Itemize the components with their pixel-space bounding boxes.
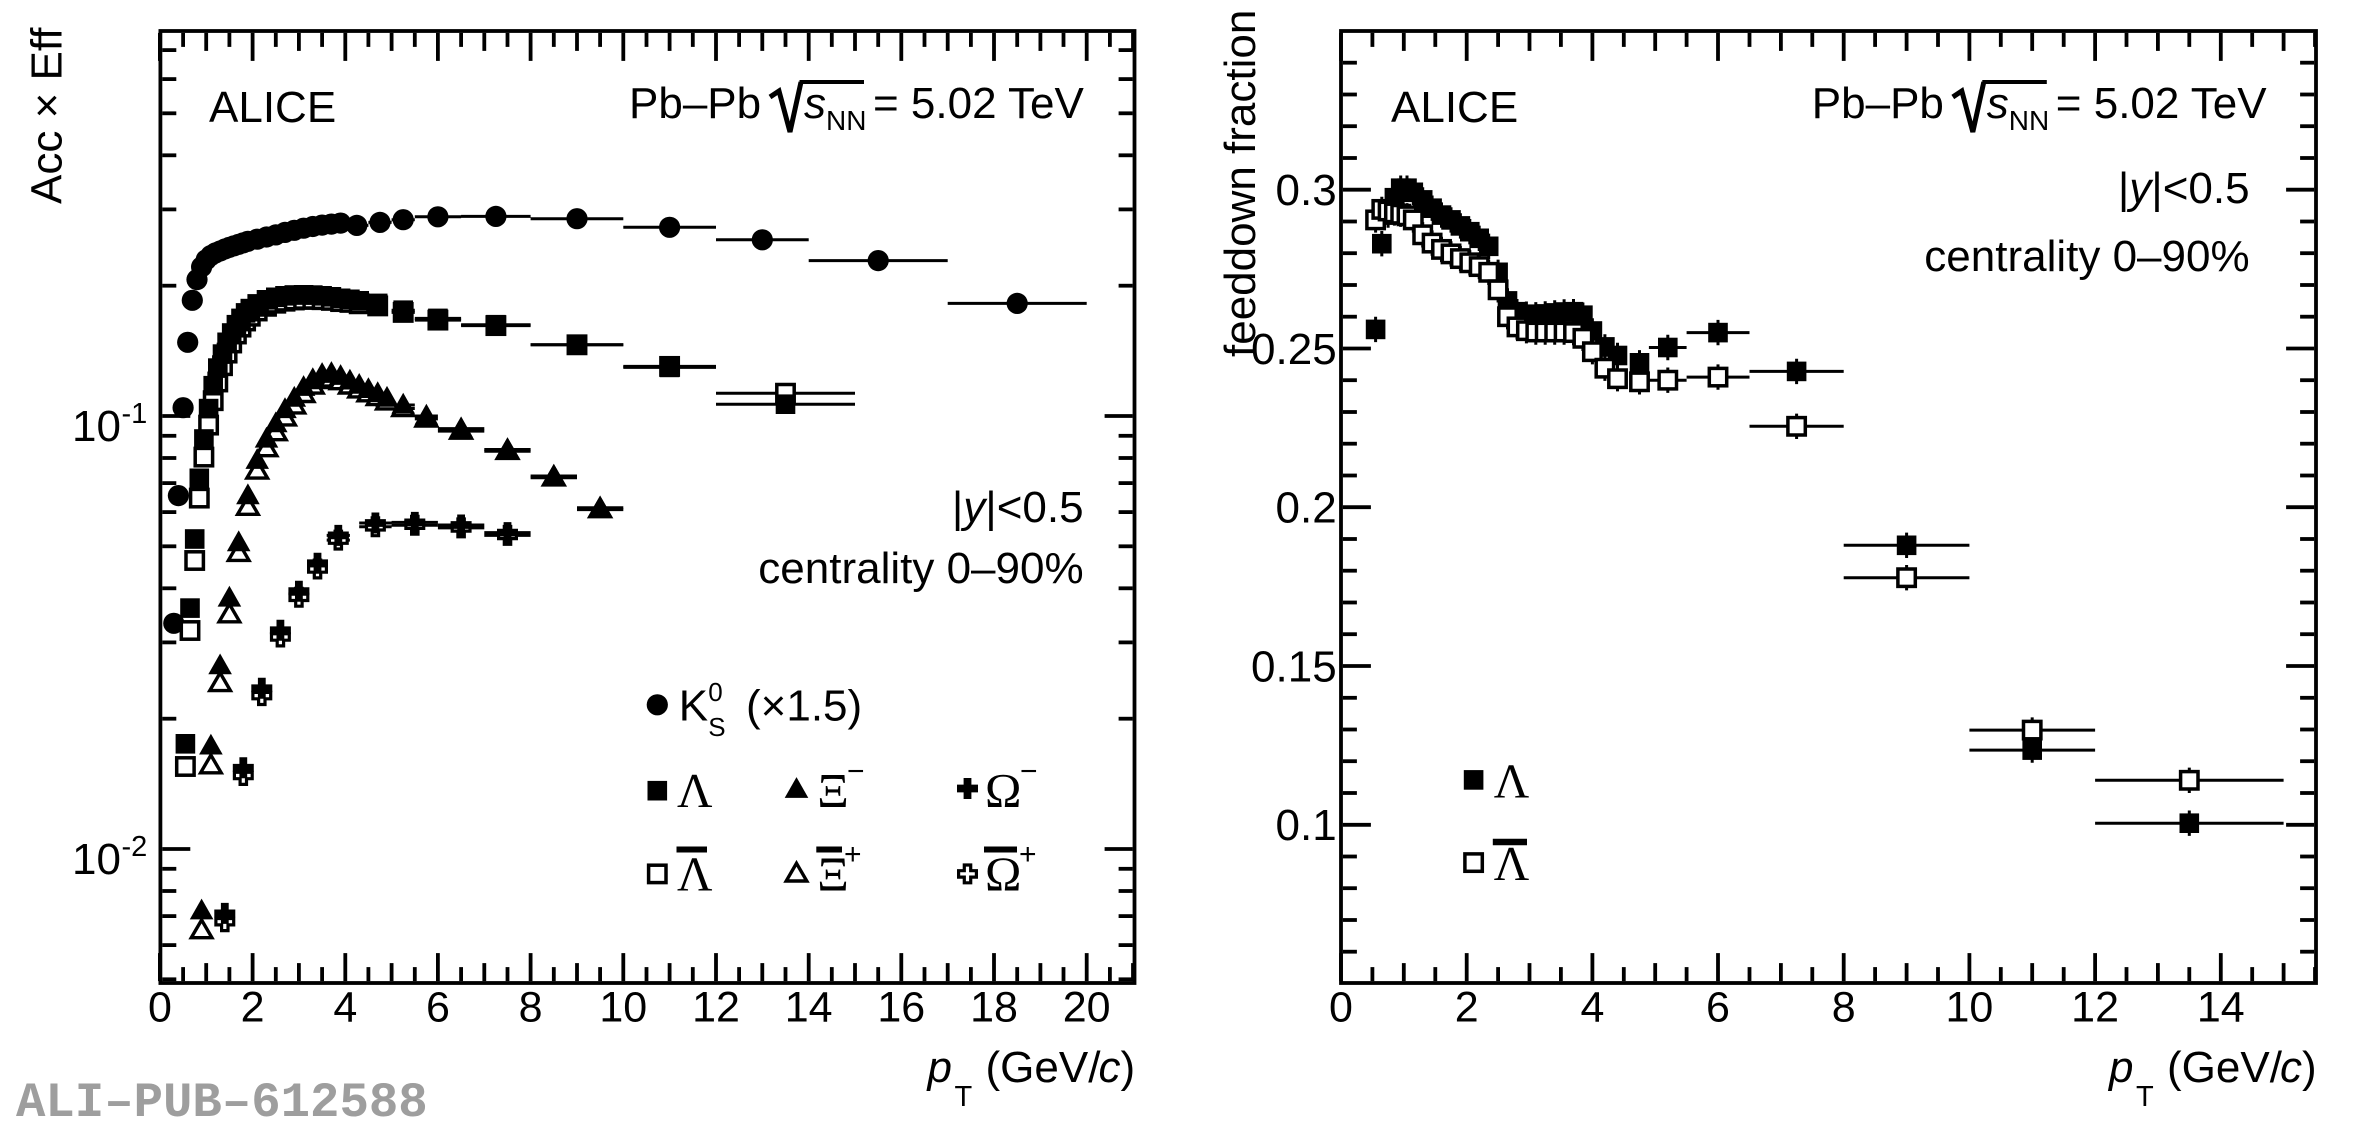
svg-text:Acc × Eff: Acc × Eff [23,27,72,204]
svg-text:s: s [804,79,826,128]
svg-text:10: 10 [72,402,121,451]
svg-text:0.1: 0.1 [1276,801,1337,850]
svg-text:0.25: 0.25 [1251,325,1337,374]
svg-text:centrality 0–90%: centrality 0–90% [758,544,1083,593]
svg-text:T: T [2136,1081,2154,1113]
svg-text:Ξ: Ξ [817,847,849,902]
svg-text:S: S [708,712,725,742]
svg-text:10: 10 [72,835,121,884]
svg-text:T: T [955,1081,973,1113]
svg-text:): ) [1121,1043,1136,1092]
svg-text:s: s [1987,79,2009,128]
svg-text:12: 12 [692,984,740,1032]
svg-text:10: 10 [1945,984,1993,1032]
svg-text:Ξ: Ξ [817,763,849,818]
svg-text:= 5.02 TeV: = 5.02 TeV [2056,79,2267,128]
svg-text:NN: NN [2009,105,2049,136]
svg-text:4: 4 [1580,984,1604,1032]
svg-text:-1: -1 [122,398,148,430]
svg-text:p: p [926,1043,952,1092]
svg-text:Ω: Ω [985,847,1021,902]
svg-text:p: p [2107,1043,2133,1092]
svg-text:0: 0 [708,677,722,707]
svg-text:(GeV/: (GeV/ [2167,1043,2283,1092]
svg-text:18: 18 [970,984,1018,1032]
svg-text:20: 20 [1063,984,1111,1032]
svg-text:0.3: 0.3 [1276,166,1337,215]
svg-text:+: + [1019,838,1037,871]
svg-text:0: 0 [148,984,172,1032]
svg-text:10: 10 [599,984,647,1032]
svg-text:0.15: 0.15 [1251,643,1337,692]
svg-text:feeddown fraction: feeddown fraction [1216,10,1265,357]
svg-text:(×1.5): (×1.5) [746,681,862,730]
svg-text:Λ: Λ [677,763,713,818]
svg-text:12: 12 [2071,984,2119,1032]
svg-text:6: 6 [1706,984,1730,1032]
svg-text:|y|<0.5: |y|<0.5 [2118,164,2250,213]
svg-text:(GeV/: (GeV/ [986,1043,1102,1092]
svg-text:-2: -2 [122,831,148,863]
svg-text:c: c [1099,1043,1121,1092]
svg-text:Λ: Λ [1494,836,1530,891]
svg-text:NN: NN [826,105,866,136]
svg-text:16: 16 [877,984,925,1032]
svg-text:0: 0 [1329,984,1353,1032]
svg-text:8: 8 [519,984,543,1032]
svg-text:−: − [1020,755,1038,788]
svg-text:−: − [847,755,865,788]
svg-text:8: 8 [1832,984,1856,1032]
svg-text:c: c [2280,1043,2302,1092]
svg-text:|y|<0.5: |y|<0.5 [952,483,1084,532]
svg-text:+: + [844,838,862,871]
svg-text:0.2: 0.2 [1276,484,1337,533]
svg-text:Pb–Pb: Pb–Pb [1812,79,1944,128]
svg-text:14: 14 [2197,984,2245,1032]
svg-text:): ) [2302,1043,2317,1092]
svg-text:ALICE: ALICE [1391,83,1518,132]
svg-text:6: 6 [426,984,450,1032]
svg-text:Pb–Pb: Pb–Pb [629,79,761,128]
svg-text:Ω: Ω [985,763,1021,818]
svg-text:Λ: Λ [1494,753,1530,808]
svg-text:centrality 0–90%: centrality 0–90% [1924,232,2249,281]
svg-text:14: 14 [785,984,833,1032]
svg-text:ALICE: ALICE [209,83,336,132]
svg-text:4: 4 [333,984,357,1032]
svg-text:Λ: Λ [677,847,713,902]
svg-text:2: 2 [241,984,265,1032]
svg-text:K: K [679,681,708,730]
svg-text:= 5.02 TeV: = 5.02 TeV [873,79,1084,128]
svg-text:2: 2 [1455,984,1479,1032]
svg-text:ALI–PUB–612588: ALI–PUB–612588 [16,1075,428,1125]
